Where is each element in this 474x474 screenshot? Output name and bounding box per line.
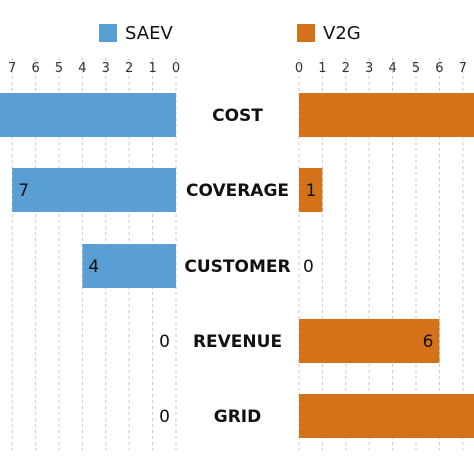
bar-v2g-revenue <box>299 319 440 363</box>
right-tick-label: 2 <box>342 61 350 76</box>
left-tick-label: 2 <box>125 61 133 76</box>
bar-saev-cost <box>0 93 176 137</box>
data-label-v2g-revenue: 6 <box>423 332 434 352</box>
legend-swatch-saev <box>99 24 117 42</box>
bars <box>0 93 474 438</box>
left-tick-label: 3 <box>102 61 110 76</box>
data-label-saev-grid: 0 <box>159 407 170 427</box>
data-label-v2g-coverage: 1 <box>306 181 317 201</box>
legend-label-v2g: V2G <box>323 23 361 44</box>
category-label-grid: GRID <box>214 407 261 427</box>
left-tick-label: 4 <box>78 61 86 76</box>
grid-lines <box>11 58 464 450</box>
left-tick-label: 6 <box>31 61 39 76</box>
right-tick-label: 0 <box>295 61 303 76</box>
bar-saev-customer <box>82 244 176 288</box>
right-tick-label: 5 <box>412 61 420 76</box>
right-tick-label: 7 <box>459 61 467 76</box>
data-label-saev-revenue: 0 <box>159 332 170 352</box>
left-tick-label: 0 <box>172 61 180 76</box>
legend: SAEV V2G <box>99 23 361 44</box>
category-label-customer: CUSTOMER <box>184 257 290 277</box>
bar-saev-coverage <box>12 168 177 212</box>
right-tick-label: 6 <box>435 61 443 76</box>
left-tick-label: 5 <box>55 61 63 76</box>
category-label-coverage: COVERAGE <box>186 181 289 201</box>
data-label-saev-customer: 4 <box>88 257 99 277</box>
bar-v2g-coverage <box>299 168 323 212</box>
legend-swatch-v2g <box>297 24 315 42</box>
category-label-revenue: REVENUE <box>193 332 282 352</box>
bar-v2g-grid <box>299 394 474 438</box>
data-label-saev-coverage: 7 <box>18 181 29 201</box>
right-tick-label: 1 <box>318 61 326 76</box>
left-tick-label: 7 <box>8 61 16 76</box>
legend-label-saev: SAEV <box>125 23 173 44</box>
category-label-cost: COST <box>212 106 263 126</box>
left-tick-label: 1 <box>148 61 156 76</box>
right-tick-label: 3 <box>365 61 373 76</box>
data-label-v2g-customer: 0 <box>303 257 314 277</box>
right-tick-label: 4 <box>388 61 396 76</box>
bar-v2g-cost <box>299 93 474 137</box>
